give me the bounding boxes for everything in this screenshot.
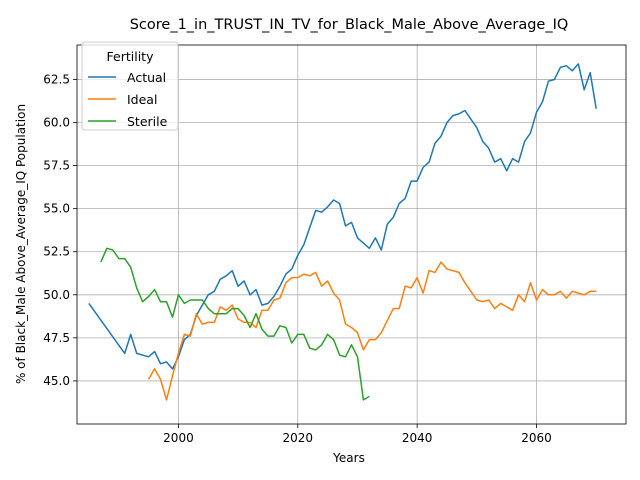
legend-label-ideal: Ideal	[127, 92, 157, 107]
y-tick-label: 47.5	[43, 331, 70, 345]
legend: Fertility Actual Ideal Sterile	[82, 42, 178, 130]
y-axis-label: % of Black_Male Above_Average_IQ Populat…	[14, 104, 28, 384]
y-tick-label: 62.5	[43, 72, 70, 86]
x-axis-label: Years	[332, 451, 365, 465]
chart-title: Score_1_in_TRUST_IN_TV_for_Black_Male_Ab…	[130, 17, 569, 33]
x-tick-label: 2020	[283, 431, 314, 445]
legend-title: Fertility	[107, 49, 155, 64]
x-tick-label: 2060	[521, 431, 552, 445]
legend-label-sterile: Sterile	[127, 114, 168, 129]
y-tick-label: 55.0	[43, 202, 70, 216]
x-tick-label: 2000	[163, 431, 194, 445]
y-tick-label: 57.5	[43, 159, 70, 173]
legend-label-actual: Actual	[127, 70, 166, 85]
x-tick-label: 2040	[402, 431, 433, 445]
y-tick-label: 50.0	[43, 288, 70, 302]
y-tick-label: 60.0	[43, 116, 70, 130]
y-tick-label: 45.0	[43, 374, 70, 388]
y-tick-label: 52.5	[43, 245, 70, 259]
